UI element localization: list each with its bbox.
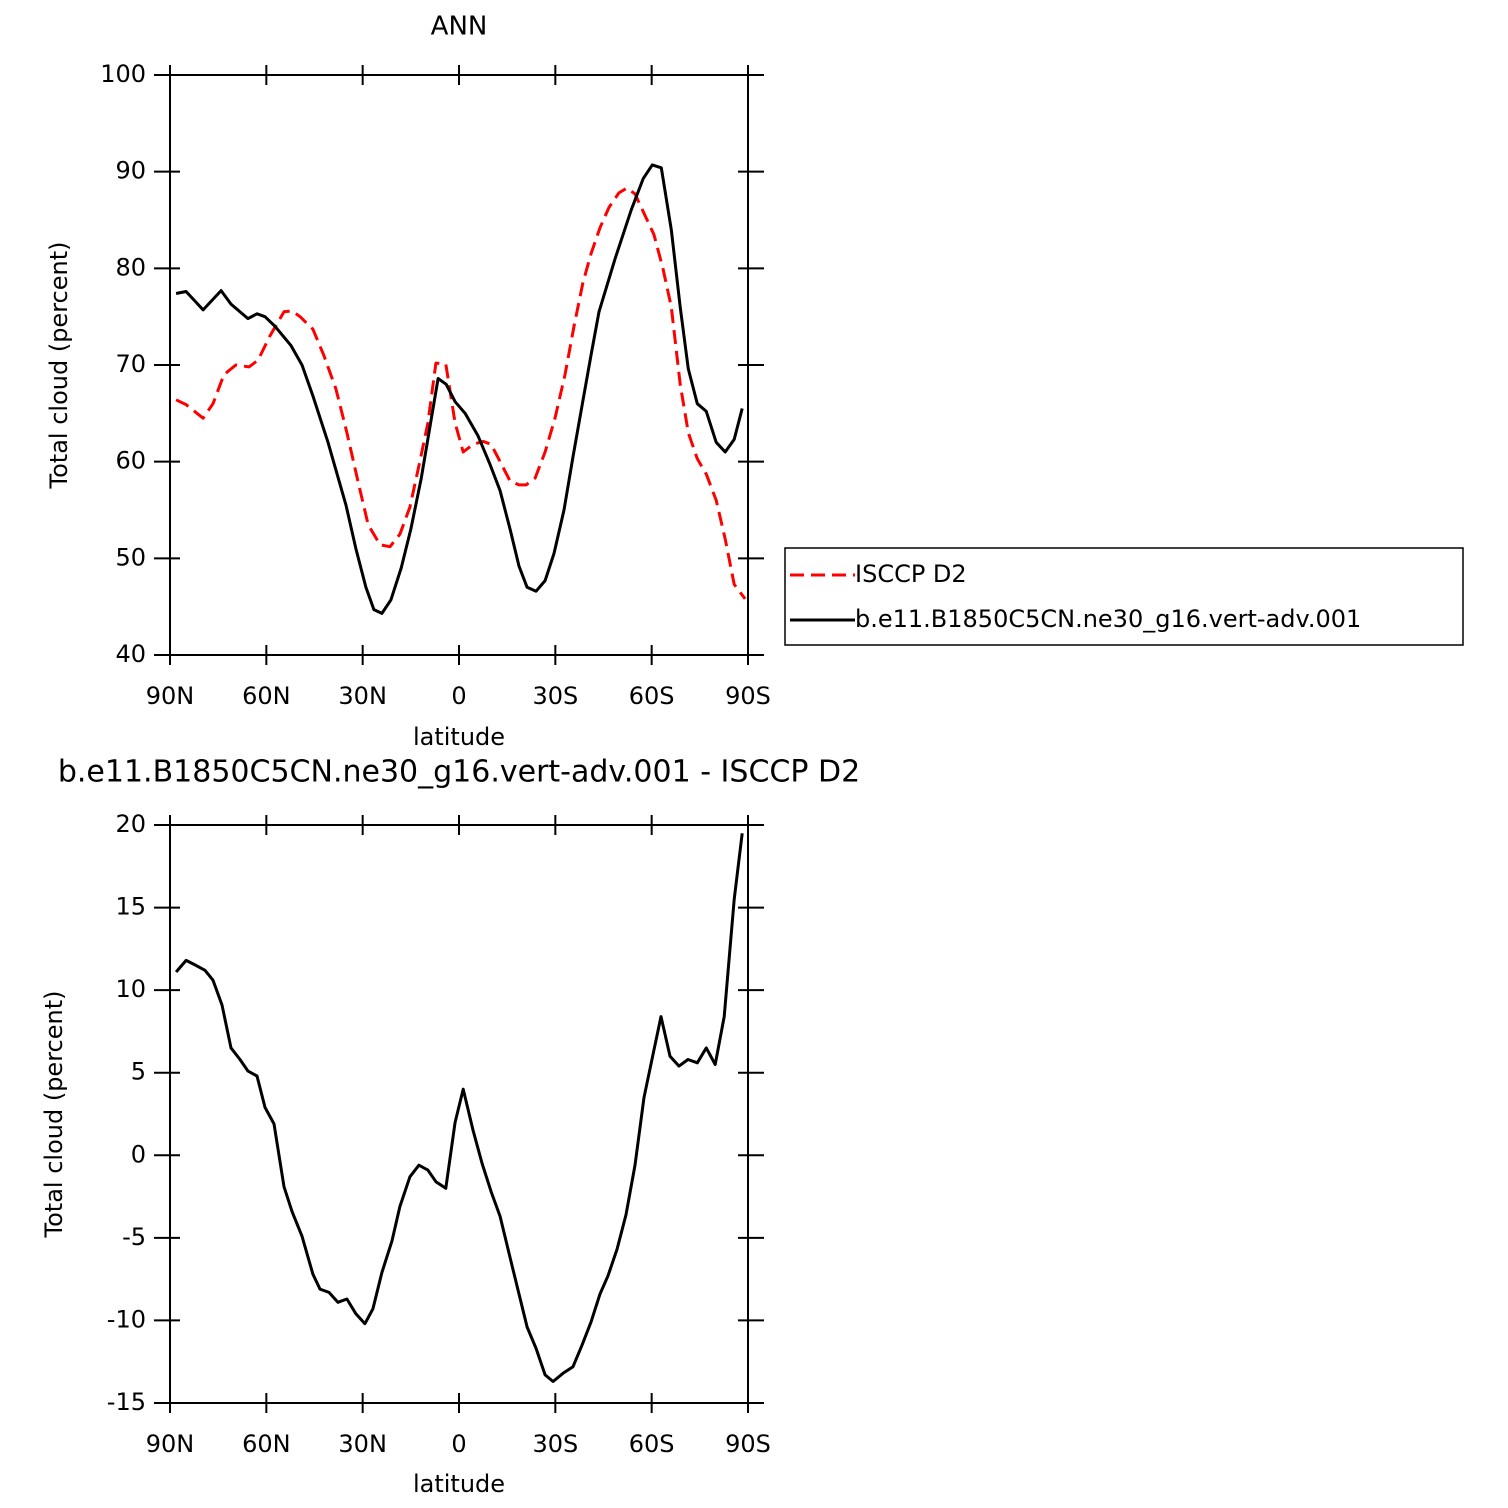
x-tick-label: 30N — [338, 682, 387, 710]
y-tick-label: 0 — [131, 1140, 146, 1168]
y-tick-label: 90 — [115, 157, 146, 185]
x-tick-label: 90N — [146, 682, 195, 710]
data-line — [175, 186, 747, 600]
x-tick-label: 0 — [451, 682, 466, 710]
y-tick-label: 50 — [115, 543, 146, 571]
x-tick-label: 60N — [242, 1430, 291, 1458]
chart-title: ANN — [431, 12, 488, 42]
y-axis-label: Total cloud (percent) — [45, 242, 73, 490]
y-tick-label: -5 — [122, 1223, 146, 1251]
legend-label: b.e11.B1850C5CN.ne30_g16.vert-adv.001 — [855, 605, 1361, 633]
x-tick-label: 30S — [532, 1430, 578, 1458]
y-tick-label: 20 — [115, 810, 146, 838]
y-tick-label: -10 — [107, 1305, 146, 1333]
y-tick-label: 60 — [115, 447, 146, 475]
y-tick-label: 80 — [115, 253, 146, 281]
y-tick-label: 40 — [115, 640, 146, 668]
x-tick-label: 60S — [629, 682, 675, 710]
y-axis-label: Total cloud (percent) — [40, 991, 68, 1239]
y-tick-label: 15 — [115, 893, 146, 921]
x-tick-label: 60N — [242, 682, 291, 710]
data-line — [175, 163, 744, 615]
y-tick-label: 100 — [100, 60, 146, 88]
y-tick-label: 10 — [115, 975, 146, 1003]
y-tick-label: 70 — [115, 350, 146, 378]
x-tick-label: 30S — [532, 682, 578, 710]
x-tick-label: 60S — [629, 1430, 675, 1458]
legend-label: ISCCP D2 — [855, 560, 967, 588]
x-tick-label: 90N — [146, 1430, 195, 1458]
x-tick-label: 30N — [338, 1430, 387, 1458]
x-tick-label: 90S — [725, 682, 771, 710]
legend-box — [784, 547, 1464, 646]
y-tick-label: -15 — [107, 1388, 146, 1416]
x-axis-label: latitude — [413, 1470, 505, 1498]
data-line — [174, 833, 744, 1383]
x-axis-label: latitude — [413, 723, 505, 751]
chart-title: b.e11.B1850C5CN.ne30_g16.vert-adv.001 - … — [58, 755, 860, 790]
x-tick-label: 0 — [451, 1430, 466, 1458]
y-tick-label: 5 — [131, 1058, 146, 1086]
x-tick-label: 90S — [725, 1430, 771, 1458]
